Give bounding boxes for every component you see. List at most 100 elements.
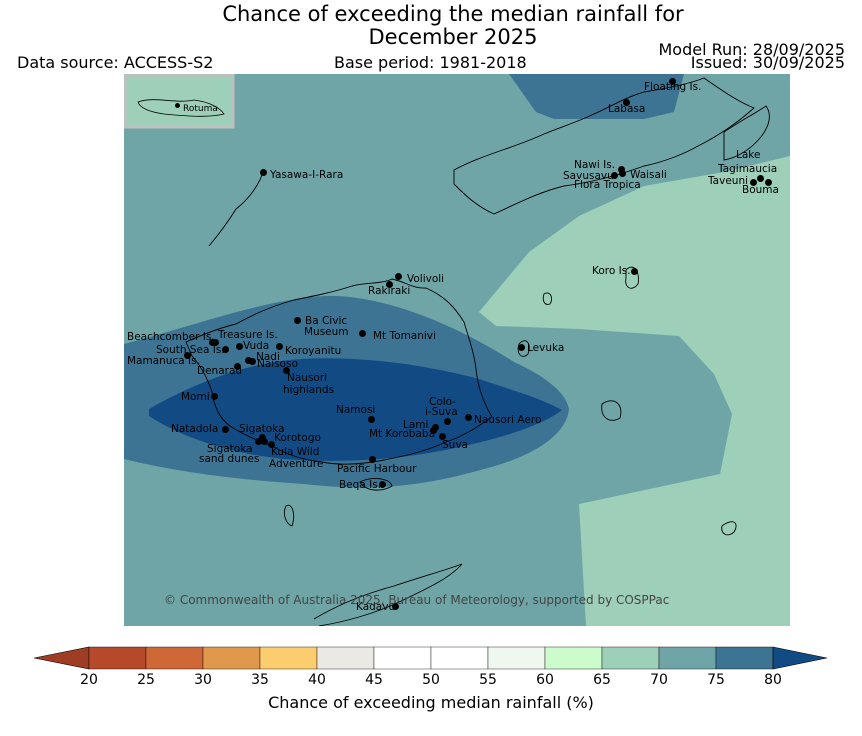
place-label: Nausori Aero <box>474 414 542 426</box>
inset-label: Rotuma <box>183 104 218 114</box>
band-75-80-north <box>509 74 684 119</box>
map-title-line2: December 2025 <box>368 25 538 49</box>
place-label: Colo- <box>429 396 457 408</box>
place-dot <box>379 481 386 488</box>
place-dot <box>611 172 618 179</box>
place-dot <box>395 273 402 280</box>
colorbar-tick-label: 60 <box>536 672 554 688</box>
place-dot <box>249 358 256 365</box>
colorbar-segment <box>373 646 432 670</box>
place-dot <box>255 438 262 445</box>
colorbar-segment <box>487 646 546 670</box>
place-dot <box>222 346 229 353</box>
rotuma-dot <box>175 103 180 108</box>
place-label: Lake <box>736 149 761 161</box>
place-label: Namosi <box>336 404 376 416</box>
colorbar-segment <box>145 646 204 670</box>
place-label: Beqa Is. <box>339 479 382 491</box>
map-canvas <box>124 74 790 626</box>
colorbar-tick-label: 20 <box>80 672 98 688</box>
place-label: Nawi Is. <box>574 159 616 171</box>
place-dot <box>368 416 375 423</box>
ovalau-island <box>517 340 530 357</box>
place-label: Yasawa-I-Rara <box>270 169 344 181</box>
place-dot <box>294 317 301 324</box>
gau-island <box>601 400 622 421</box>
place-dot <box>619 170 626 177</box>
colorbar-svg <box>33 646 828 670</box>
place-label: Tagimaucia <box>718 163 778 175</box>
place-label: Sigatoka <box>207 443 253 455</box>
place-dot <box>465 414 472 421</box>
place-label: Kadavu <box>356 601 396 613</box>
issued-date: Issued: 30/09/2025 <box>690 53 845 72</box>
yasawa-chain <box>208 168 265 247</box>
place-label: Taveuni <box>708 175 749 187</box>
place-dot <box>765 179 772 186</box>
copyright-notice: © Commonwealth of Australia 2025, Bureau… <box>164 593 670 607</box>
place-dot <box>439 433 446 440</box>
place-dot <box>359 330 366 337</box>
colorbar-segment <box>259 646 318 670</box>
colorbar-tick-label: 80 <box>764 672 782 688</box>
kadavu-island <box>313 563 463 626</box>
colorbar-segment <box>658 646 717 670</box>
place-dot <box>444 418 451 425</box>
place-dot <box>260 169 267 176</box>
place-label: Treasure Is. <box>218 329 278 341</box>
colorbar-tick-label: 55 <box>479 672 497 688</box>
place-dot <box>276 343 283 350</box>
place-label: Flora Tropica <box>574 179 641 191</box>
place-label: Levuka <box>527 342 565 354</box>
place-label: Mt Tomanivi <box>373 330 436 342</box>
place-dot <box>618 166 625 173</box>
colorbar-tick-label: 30 <box>194 672 212 688</box>
place-label: Suva <box>442 439 468 451</box>
place-label: Kula Wild <box>271 446 320 458</box>
map-title-line1: Chance of exceeding the median rainfall … <box>222 2 684 26</box>
place-dot <box>211 393 218 400</box>
place-dot <box>623 99 630 106</box>
place-label: Koro Is. <box>592 265 631 277</box>
colorbar-segment <box>316 646 375 670</box>
colorbar-tick-label: 65 <box>593 672 611 688</box>
colorbar-segment <box>544 646 603 670</box>
place-label: Pacific Harbour <box>337 463 417 475</box>
lau-islet <box>542 292 553 305</box>
place-label: Waisali <box>630 169 667 181</box>
band-65-70-east <box>479 156 790 626</box>
place-label: Labasa <box>608 103 646 115</box>
place-label: Nausori <box>287 372 328 384</box>
model-run: Model Run: 28/09/2025 <box>658 40 846 59</box>
place-label: Korotogo <box>274 432 321 444</box>
place-dot <box>757 175 764 182</box>
place-label: Sigatoka <box>239 423 285 435</box>
beqa-island <box>359 478 393 491</box>
colorbar <box>30 645 830 675</box>
taveuni-coast <box>723 105 770 161</box>
base-period: Base period: 1981-2018 <box>334 53 527 72</box>
place-label: Savusavu <box>563 170 614 182</box>
vanua-levu-coast <box>453 77 755 215</box>
colorbar-segment <box>601 646 660 670</box>
place-label: Mt Korobaba <box>369 428 436 440</box>
place-label: Momi <box>181 391 210 403</box>
colorbar-segment <box>202 646 261 670</box>
colorbar-tick-label: 75 <box>707 672 725 688</box>
place-label: Nadi <box>256 351 280 363</box>
place-label: highlands <box>283 384 335 396</box>
place-dot <box>750 179 757 186</box>
place-dot <box>236 343 243 350</box>
place-dot <box>669 78 676 85</box>
place-label: Lami <box>403 419 429 431</box>
colorbar-over-arrow <box>772 646 828 670</box>
colorbar-tick-label: 35 <box>251 672 269 688</box>
place-label: Bouma <box>742 184 779 196</box>
colorbar-segment <box>430 646 489 670</box>
place-label: sand dunes <box>199 453 260 465</box>
viti-levu-coast <box>185 278 493 465</box>
place-label: Naisoso <box>257 358 298 370</box>
place-dot <box>268 441 275 448</box>
place-dot <box>245 357 252 364</box>
place-dot <box>212 339 219 346</box>
